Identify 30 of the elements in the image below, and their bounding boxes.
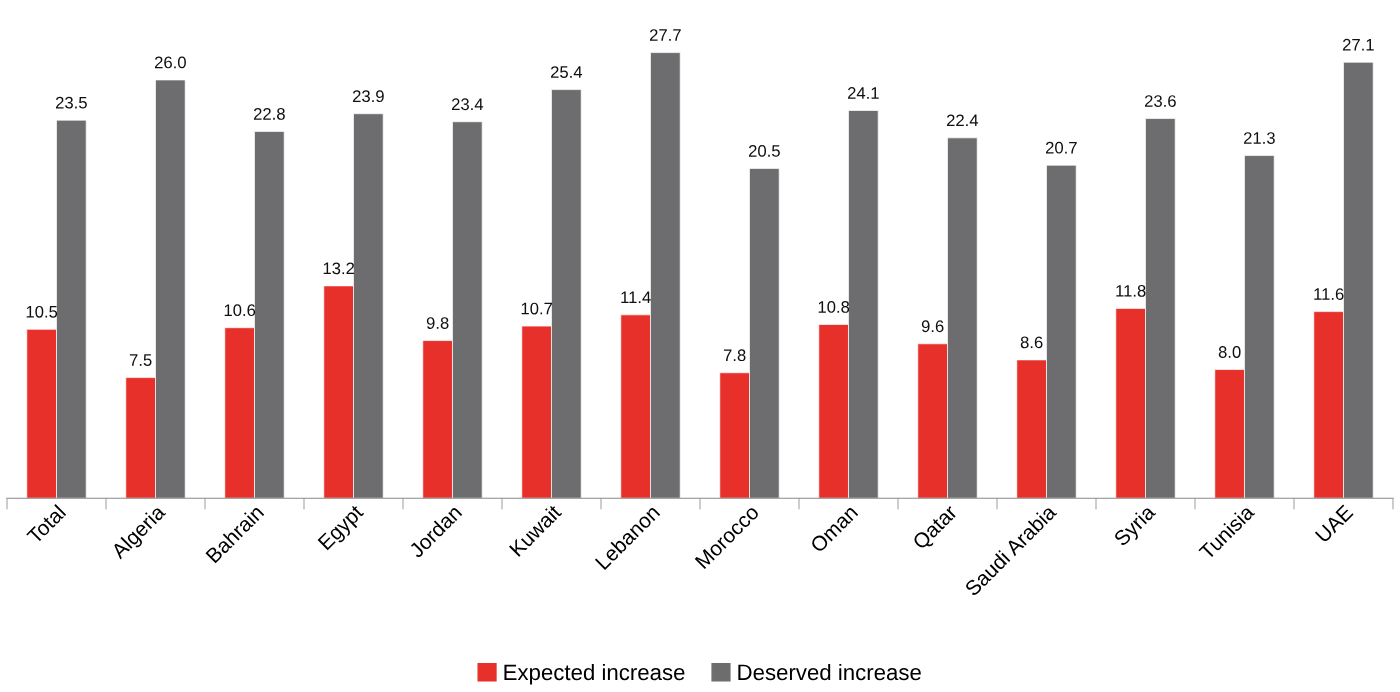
data-label: 8.0: [1218, 346, 1241, 358]
data-label: 22.8: [253, 108, 285, 120]
data-label: 23.4: [451, 98, 484, 111]
data-label: 11.4: [621, 291, 651, 304]
data-label: 20.7: [1045, 141, 1077, 154]
legend-label: Expected increase: [504, 663, 685, 685]
data-label: 10.7: [521, 302, 553, 315]
data-label: 27.1: [1342, 38, 1374, 51]
data-label: 20.5: [748, 145, 780, 157]
data-label: 10.8: [818, 301, 850, 313]
data-label: 7.8: [723, 349, 746, 362]
data-label: 10.6: [224, 304, 256, 317]
data-label: 8.6: [1020, 336, 1043, 349]
data-label: 11.6: [1314, 288, 1344, 300]
data-label: 23.6: [1144, 95, 1176, 107]
data-label: 25.4: [550, 66, 583, 78]
data-label: 23.5: [55, 96, 87, 109]
data-label: 22.4: [946, 114, 979, 127]
legend-label: Deserved increase: [738, 663, 921, 681]
data-label: 24.1: [847, 87, 879, 99]
data-label: 7.5: [129, 354, 152, 366]
data-label: 27.7: [649, 29, 681, 41]
data-label: 13.2: [323, 262, 355, 275]
data-label: 10.5: [26, 305, 58, 318]
data-label: 23.9: [352, 90, 384, 103]
data-label: 9.6: [921, 320, 944, 333]
data-label: 9.8: [426, 317, 449, 329]
data-label: 21.3: [1243, 132, 1275, 144]
data-label: 11.8: [1116, 284, 1146, 297]
data-label: 26.0: [154, 56, 186, 69]
